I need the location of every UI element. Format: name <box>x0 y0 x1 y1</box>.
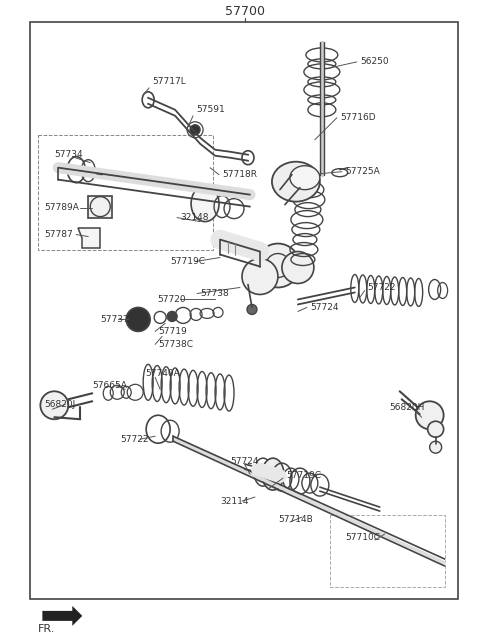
Ellipse shape <box>126 307 150 331</box>
Text: 57665A: 57665A <box>92 381 127 390</box>
Text: 32148: 32148 <box>180 213 209 222</box>
Text: FR.: FR. <box>38 624 56 634</box>
Text: 57591: 57591 <box>196 105 225 114</box>
Text: 57734: 57734 <box>54 150 83 159</box>
Text: 57738: 57738 <box>200 289 229 298</box>
Text: 57722: 57722 <box>368 283 396 292</box>
Ellipse shape <box>272 162 320 202</box>
Ellipse shape <box>282 251 314 283</box>
Text: 57714B: 57714B <box>278 514 312 524</box>
Ellipse shape <box>430 441 442 453</box>
Text: 57789A: 57789A <box>44 203 79 212</box>
Text: 57787: 57787 <box>44 230 73 239</box>
Polygon shape <box>78 227 100 248</box>
Ellipse shape <box>262 458 284 490</box>
Text: 57724: 57724 <box>230 457 259 465</box>
Text: 56820H: 56820H <box>390 403 425 411</box>
Text: 57717L: 57717L <box>152 77 186 86</box>
Text: 57718R: 57718R <box>222 170 257 179</box>
Text: 57738C: 57738C <box>158 340 193 349</box>
Bar <box>330 515 444 587</box>
Text: 57725A: 57725A <box>345 167 380 176</box>
Text: 57720: 57720 <box>157 295 186 304</box>
Text: 57740A: 57740A <box>145 369 180 378</box>
Ellipse shape <box>416 401 444 429</box>
Ellipse shape <box>167 311 177 321</box>
Ellipse shape <box>256 244 300 288</box>
Ellipse shape <box>428 421 444 438</box>
Text: 57719C: 57719C <box>170 257 205 266</box>
Ellipse shape <box>247 304 257 314</box>
Bar <box>30 22 457 599</box>
Bar <box>38 135 213 250</box>
Ellipse shape <box>290 166 320 190</box>
Polygon shape <box>42 606 82 626</box>
Text: 57700: 57700 <box>225 6 265 18</box>
Ellipse shape <box>242 258 278 295</box>
Text: 57716D: 57716D <box>340 113 375 123</box>
Text: 56820J: 56820J <box>44 400 76 409</box>
Text: 57719: 57719 <box>158 327 187 336</box>
Ellipse shape <box>191 185 219 222</box>
Text: 56250: 56250 <box>360 57 388 67</box>
Ellipse shape <box>190 124 200 135</box>
Ellipse shape <box>40 391 68 419</box>
Text: 57722: 57722 <box>120 435 149 444</box>
Text: 57719C: 57719C <box>286 471 321 479</box>
Text: 57724: 57724 <box>310 303 338 312</box>
Bar <box>88 196 112 218</box>
Text: 32114: 32114 <box>220 497 249 505</box>
Text: 57737: 57737 <box>100 315 129 324</box>
Text: 57710C: 57710C <box>345 533 380 542</box>
